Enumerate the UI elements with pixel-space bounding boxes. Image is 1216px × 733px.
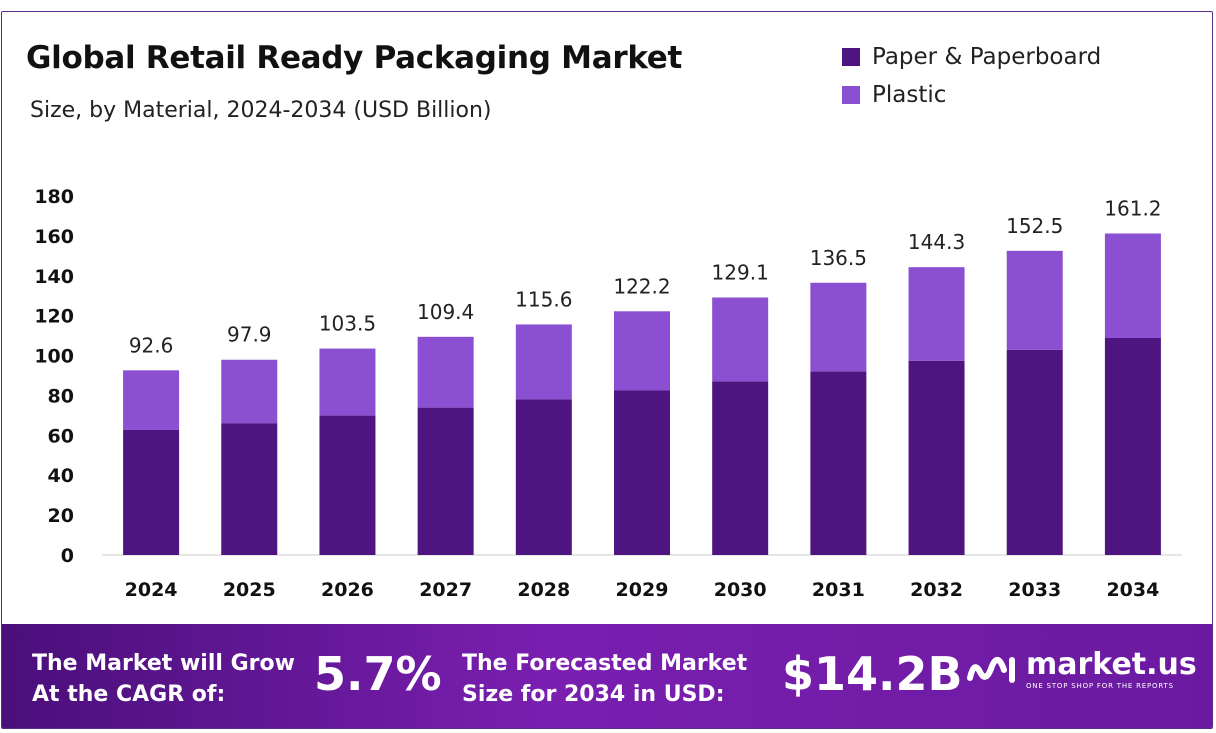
legend-swatch-paper — [842, 48, 860, 66]
x-tick-label: 2028 — [517, 579, 570, 601]
x-tick-label: 2026 — [321, 579, 374, 601]
bar-total-label: 129.1 — [712, 261, 769, 285]
x-tick-label: 2033 — [1008, 579, 1061, 601]
bar-paper — [221, 423, 278, 555]
forecast-value: $14.2B — [782, 647, 963, 701]
bar-total-label: 122.2 — [613, 274, 670, 298]
bar-plastic — [1006, 250, 1063, 350]
legend-label-plastic: Plastic — [872, 82, 947, 108]
bar-paper — [810, 371, 867, 555]
x-tick-label: 2024 — [125, 579, 178, 601]
footer-banner: The Market will Grow At the CAGR of: 5.7… — [2, 624, 1212, 728]
y-tick-label: 100 — [34, 346, 74, 368]
bar-plastic — [1104, 233, 1161, 339]
x-tick-label: 2030 — [714, 579, 767, 601]
legend: Paper & Paperboard Plastic — [842, 38, 1101, 114]
market-us-logo-icon — [967, 657, 1015, 683]
cagr-label: The Market will Grow At the CAGR of: — [32, 651, 295, 707]
bar-plastic — [515, 324, 572, 400]
y-tick-label: 180 — [34, 186, 74, 208]
brand-logo: market.us ONE STOP SHOP FOR THE REPORTS — [964, 650, 1197, 690]
legend-item-plastic: Plastic — [842, 76, 1101, 114]
bar-plastic — [123, 370, 180, 430]
bar-total-label: 103.5 — [319, 312, 376, 336]
y-tick-label: 20 — [48, 505, 74, 527]
bar-paper — [1006, 349, 1063, 555]
y-tick-label: 80 — [48, 385, 74, 407]
x-tick-label: 2027 — [419, 579, 472, 601]
bar-paper — [614, 390, 670, 555]
bar-total-label: 152.5 — [1006, 214, 1063, 238]
bar-plastic — [712, 297, 769, 382]
y-tick-label: 160 — [34, 226, 74, 248]
legend-swatch-plastic — [842, 86, 860, 104]
x-tick-label: 2034 — [1106, 579, 1159, 601]
x-tick-label: 2025 — [223, 579, 276, 601]
legend-label-paper: Paper & Paperboard — [872, 44, 1102, 70]
y-tick-label: 120 — [34, 306, 74, 328]
bar-plastic — [319, 348, 376, 416]
y-tick-label: 0 — [61, 545, 74, 567]
bar-plastic — [908, 267, 965, 361]
bar-paper — [123, 429, 180, 555]
bar-total-label: 97.9 — [227, 323, 272, 347]
y-tick-label: 60 — [48, 425, 74, 447]
bar-total-label: 109.4 — [417, 300, 474, 324]
bar-total-label: 161.2 — [1104, 196, 1161, 220]
bar-plastic — [614, 311, 670, 391]
bar-total-label: 115.6 — [515, 287, 572, 311]
bar-paper — [515, 399, 572, 555]
bar-total-label: 136.5 — [810, 246, 867, 270]
bar-paper — [319, 415, 376, 555]
bar-plastic — [221, 359, 278, 424]
bar-total-label: 92.6 — [129, 333, 174, 357]
chart-title: Global Retail Ready Packaging Market — [26, 40, 683, 76]
bar-paper — [908, 360, 965, 555]
bar-paper — [712, 381, 769, 555]
bar-chart: 0 20 40 60 80 100 120 140 160 180 92.6 2024 97.9 2025… — [34, 186, 1182, 601]
brand-name: market.us — [1026, 647, 1197, 682]
x-tick-label: 2031 — [812, 579, 865, 601]
x-tick-label: 2029 — [616, 579, 669, 601]
bar-plastic — [810, 282, 867, 372]
bar-paper — [417, 407, 474, 555]
y-tick-label: 40 — [48, 465, 74, 487]
chart-subtitle: Size, by Material, 2024-2034 (USD Billio… — [30, 98, 492, 123]
bar-plastic — [417, 336, 474, 408]
forecast-label: The Forecasted Market Size for 2034 in U… — [462, 651, 748, 707]
legend-item-paper: Paper & Paperboard — [842, 38, 1101, 76]
chart-card: Global Retail Ready Packaging Market Siz… — [1, 11, 1213, 729]
brand-tagline: ONE STOP SHOP FOR THE REPORTS — [1026, 682, 1174, 690]
cagr-value: 5.7% — [314, 647, 442, 701]
bar-paper — [1104, 338, 1161, 555]
y-tick-label: 140 — [34, 266, 74, 288]
bar-total-label: 144.3 — [908, 230, 965, 254]
x-tick-label: 2032 — [910, 579, 963, 601]
